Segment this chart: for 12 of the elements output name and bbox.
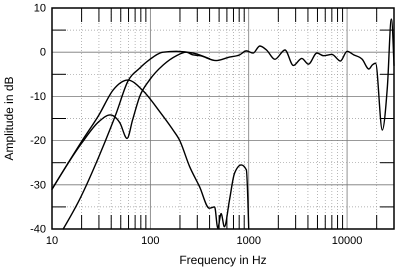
y-tick-label: -30	[30, 179, 46, 192]
y-tick-label: -40	[30, 224, 46, 236]
y-tick-label: -10	[30, 90, 46, 103]
x-tick-label: 10	[46, 234, 58, 247]
x-tick-label: 1000	[236, 234, 261, 247]
x-tick-label: 100	[141, 234, 160, 247]
y-axis-title: Amplitude in dB	[2, 76, 16, 161]
y-tick-label: -20	[30, 135, 46, 148]
x-tick-label: 10000	[332, 234, 362, 247]
y-tick-label: 0	[40, 46, 46, 59]
y-tick-label: 10	[34, 2, 46, 15]
x-axis-title: Frequency in Hz	[179, 253, 267, 267]
